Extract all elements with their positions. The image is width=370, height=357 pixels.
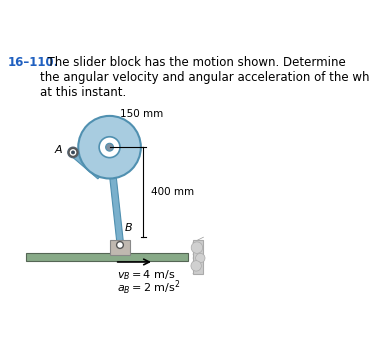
Polygon shape [108, 157, 123, 241]
Circle shape [191, 261, 201, 271]
Circle shape [106, 143, 114, 151]
Text: $v_B = 4\ \mathrm{m/s}$: $v_B = 4\ \mathrm{m/s}$ [117, 268, 176, 282]
Polygon shape [71, 150, 103, 179]
Circle shape [191, 242, 203, 253]
Circle shape [78, 116, 141, 178]
Text: B: B [125, 223, 133, 233]
Text: 150 mm: 150 mm [120, 109, 163, 119]
Text: $a_B = 2\ \mathrm{m/s}^2$: $a_B = 2\ \mathrm{m/s}^2$ [117, 278, 181, 297]
Text: The slider block has the motion shown. Determine
the angular velocity and angula: The slider block has the motion shown. D… [40, 56, 370, 99]
Text: 16–110.: 16–110. [8, 56, 59, 69]
FancyBboxPatch shape [110, 241, 130, 255]
Circle shape [117, 242, 123, 248]
Circle shape [68, 147, 78, 158]
Circle shape [69, 148, 77, 157]
Circle shape [99, 137, 120, 158]
Text: C: C [94, 159, 102, 169]
Circle shape [71, 151, 75, 154]
Text: 400 mm: 400 mm [151, 187, 194, 197]
Circle shape [196, 253, 205, 263]
FancyBboxPatch shape [26, 253, 188, 261]
Bar [193, 240, 204, 274]
Text: A: A [55, 145, 63, 155]
